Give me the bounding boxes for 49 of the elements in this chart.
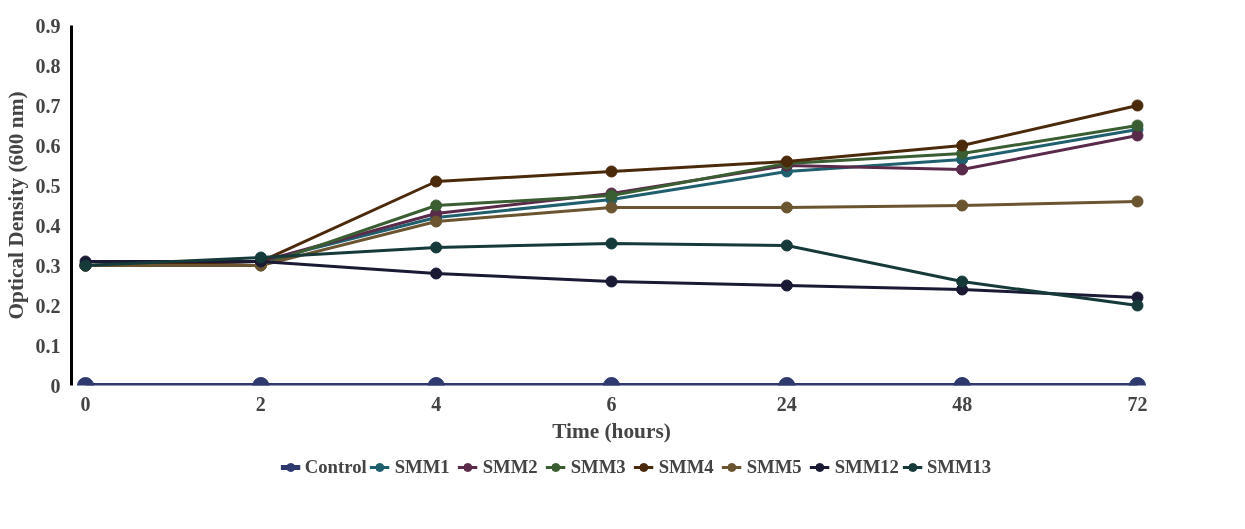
legend-label: SMM1 — [394, 456, 451, 478]
point — [430, 199, 443, 212]
point — [1131, 119, 1144, 132]
y-tick-label: 0.5 — [35, 174, 61, 197]
point — [430, 267, 443, 280]
y-axis-title: Optical Density (600 nm) — [3, 91, 28, 320]
point — [956, 139, 969, 152]
legend-label: SMM13 — [926, 456, 992, 478]
y-tick-label: 0.9 — [35, 14, 61, 37]
point — [956, 199, 969, 212]
point — [254, 251, 267, 264]
point — [605, 165, 618, 178]
y-tick-label: 0.4 — [35, 214, 61, 237]
y-tick-label: 0.1 — [35, 334, 61, 357]
point — [430, 241, 443, 254]
x-axis-title: Time (hours) — [552, 418, 671, 443]
x-tick-label: 72 — [1127, 392, 1148, 415]
point — [956, 275, 969, 288]
legend-label: SMM4 — [658, 456, 715, 478]
point — [956, 163, 969, 176]
y-tick-label: 0.6 — [35, 134, 61, 157]
y-tick-label: 0 — [50, 374, 61, 397]
point — [1131, 195, 1144, 208]
legend-label: SMM12 — [834, 456, 899, 478]
x-tick-label: 24 — [776, 392, 797, 415]
x-tick-label: 48 — [952, 392, 973, 415]
point — [605, 275, 618, 288]
legend-label: SMM3 — [570, 456, 627, 478]
point — [1131, 299, 1144, 312]
x-tick-label: 6 — [606, 392, 617, 415]
x-tick-label: 2 — [255, 392, 266, 415]
point — [780, 279, 793, 292]
legend-label: SMM2 — [482, 456, 539, 478]
x-tick-label: 4 — [431, 392, 442, 415]
legend-label: SMM5 — [746, 456, 803, 478]
point — [1131, 129, 1144, 142]
y-tick-label: 0.8 — [35, 54, 61, 77]
point — [430, 215, 443, 228]
point — [605, 237, 618, 250]
point — [605, 201, 618, 214]
x-tick-label: 0 — [80, 392, 91, 415]
point — [430, 175, 443, 188]
y-tick-label: 0.2 — [35, 294, 61, 317]
point — [1131, 99, 1144, 112]
y-tick-label: 0.3 — [35, 254, 61, 277]
point — [780, 201, 793, 214]
point — [780, 239, 793, 252]
y-tick-label: 0.7 — [35, 94, 61, 117]
legend-label: Control — [304, 456, 367, 478]
